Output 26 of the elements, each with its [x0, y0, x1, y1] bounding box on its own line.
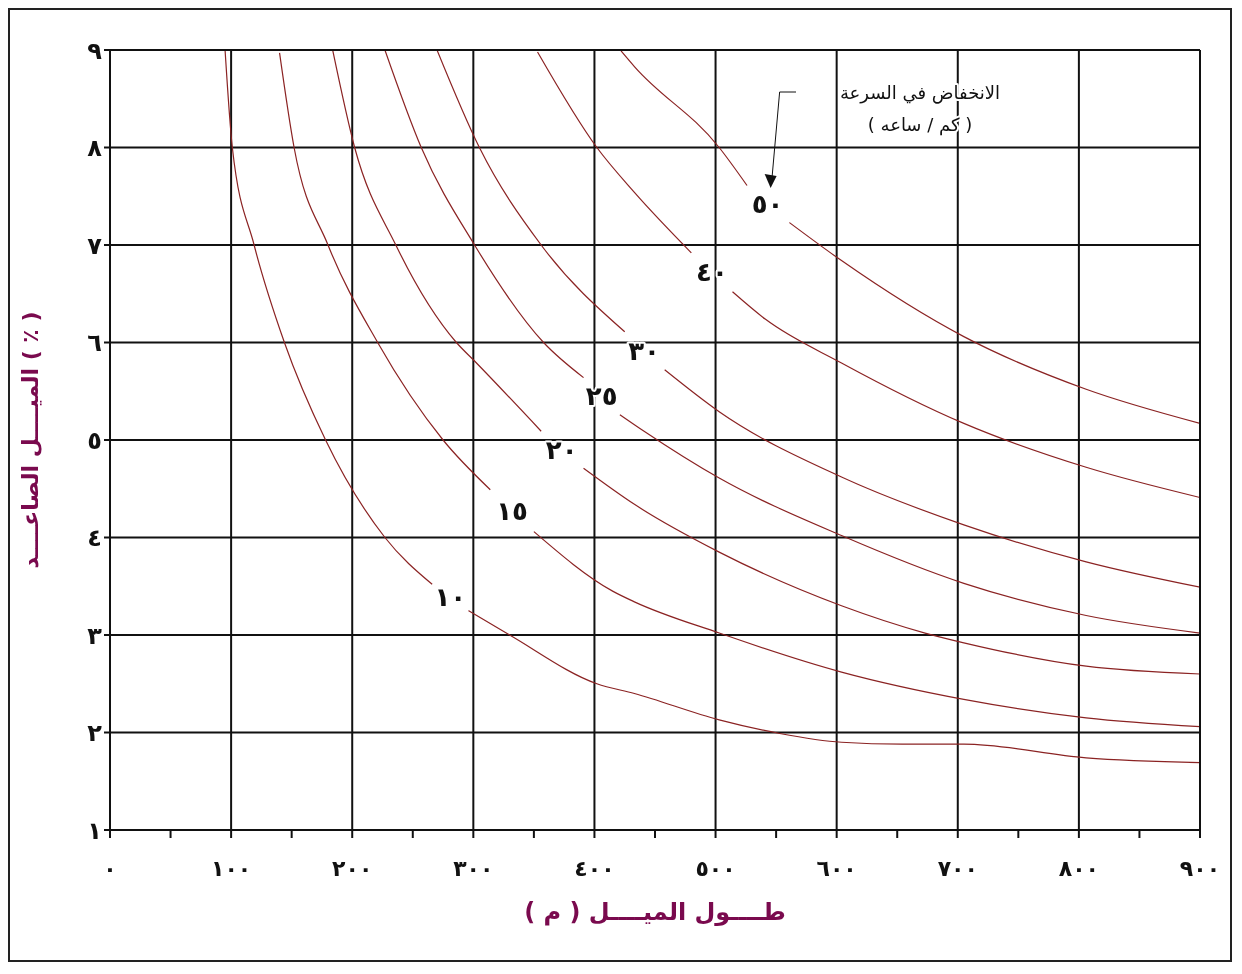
series-label: ٢٠ — [545, 434, 578, 465]
x-tick-label: ٠ — [103, 855, 117, 881]
y-tick-label: ١ — [87, 816, 102, 845]
y-tick-label: ٥ — [87, 426, 102, 455]
series-label: ١٥ — [496, 495, 528, 526]
y-tick-label: ٦ — [87, 329, 102, 358]
series-label: ٣٠ — [628, 335, 660, 366]
x-tick-label: ٤٠٠ — [574, 855, 615, 881]
y-tick-label: ٧ — [87, 231, 103, 260]
series-label: ٥٠ — [751, 189, 784, 220]
x-axis-title: طــــول الميــــل ( م ) — [524, 898, 786, 926]
x-tick-label: ٥٠٠ — [695, 855, 736, 881]
y-tick-label: ٢ — [87, 719, 103, 748]
x-tick-label: ٨٠٠ — [1058, 855, 1100, 881]
y-tick-label: ٨ — [87, 134, 103, 163]
y-tick-label: ٩ — [87, 36, 103, 65]
x-tick-label: ٢٠٠ — [332, 855, 373, 881]
x-tick-label: ٧٠٠ — [937, 855, 978, 881]
y-tick-label: ٤ — [87, 524, 102, 553]
x-tick-label: ٦٠٠ — [816, 855, 857, 881]
x-tick-label: ٩٠٠ — [1179, 855, 1221, 881]
x-tick-label: ١٠٠ — [210, 855, 252, 881]
y-tick-label: ٣ — [87, 621, 103, 650]
series-label: ١٠ — [434, 582, 467, 613]
y-axis-title: الميــــل الصاعــــد ( ٪ ) — [17, 311, 43, 569]
x-tick-label: ٣٠٠ — [453, 855, 494, 881]
